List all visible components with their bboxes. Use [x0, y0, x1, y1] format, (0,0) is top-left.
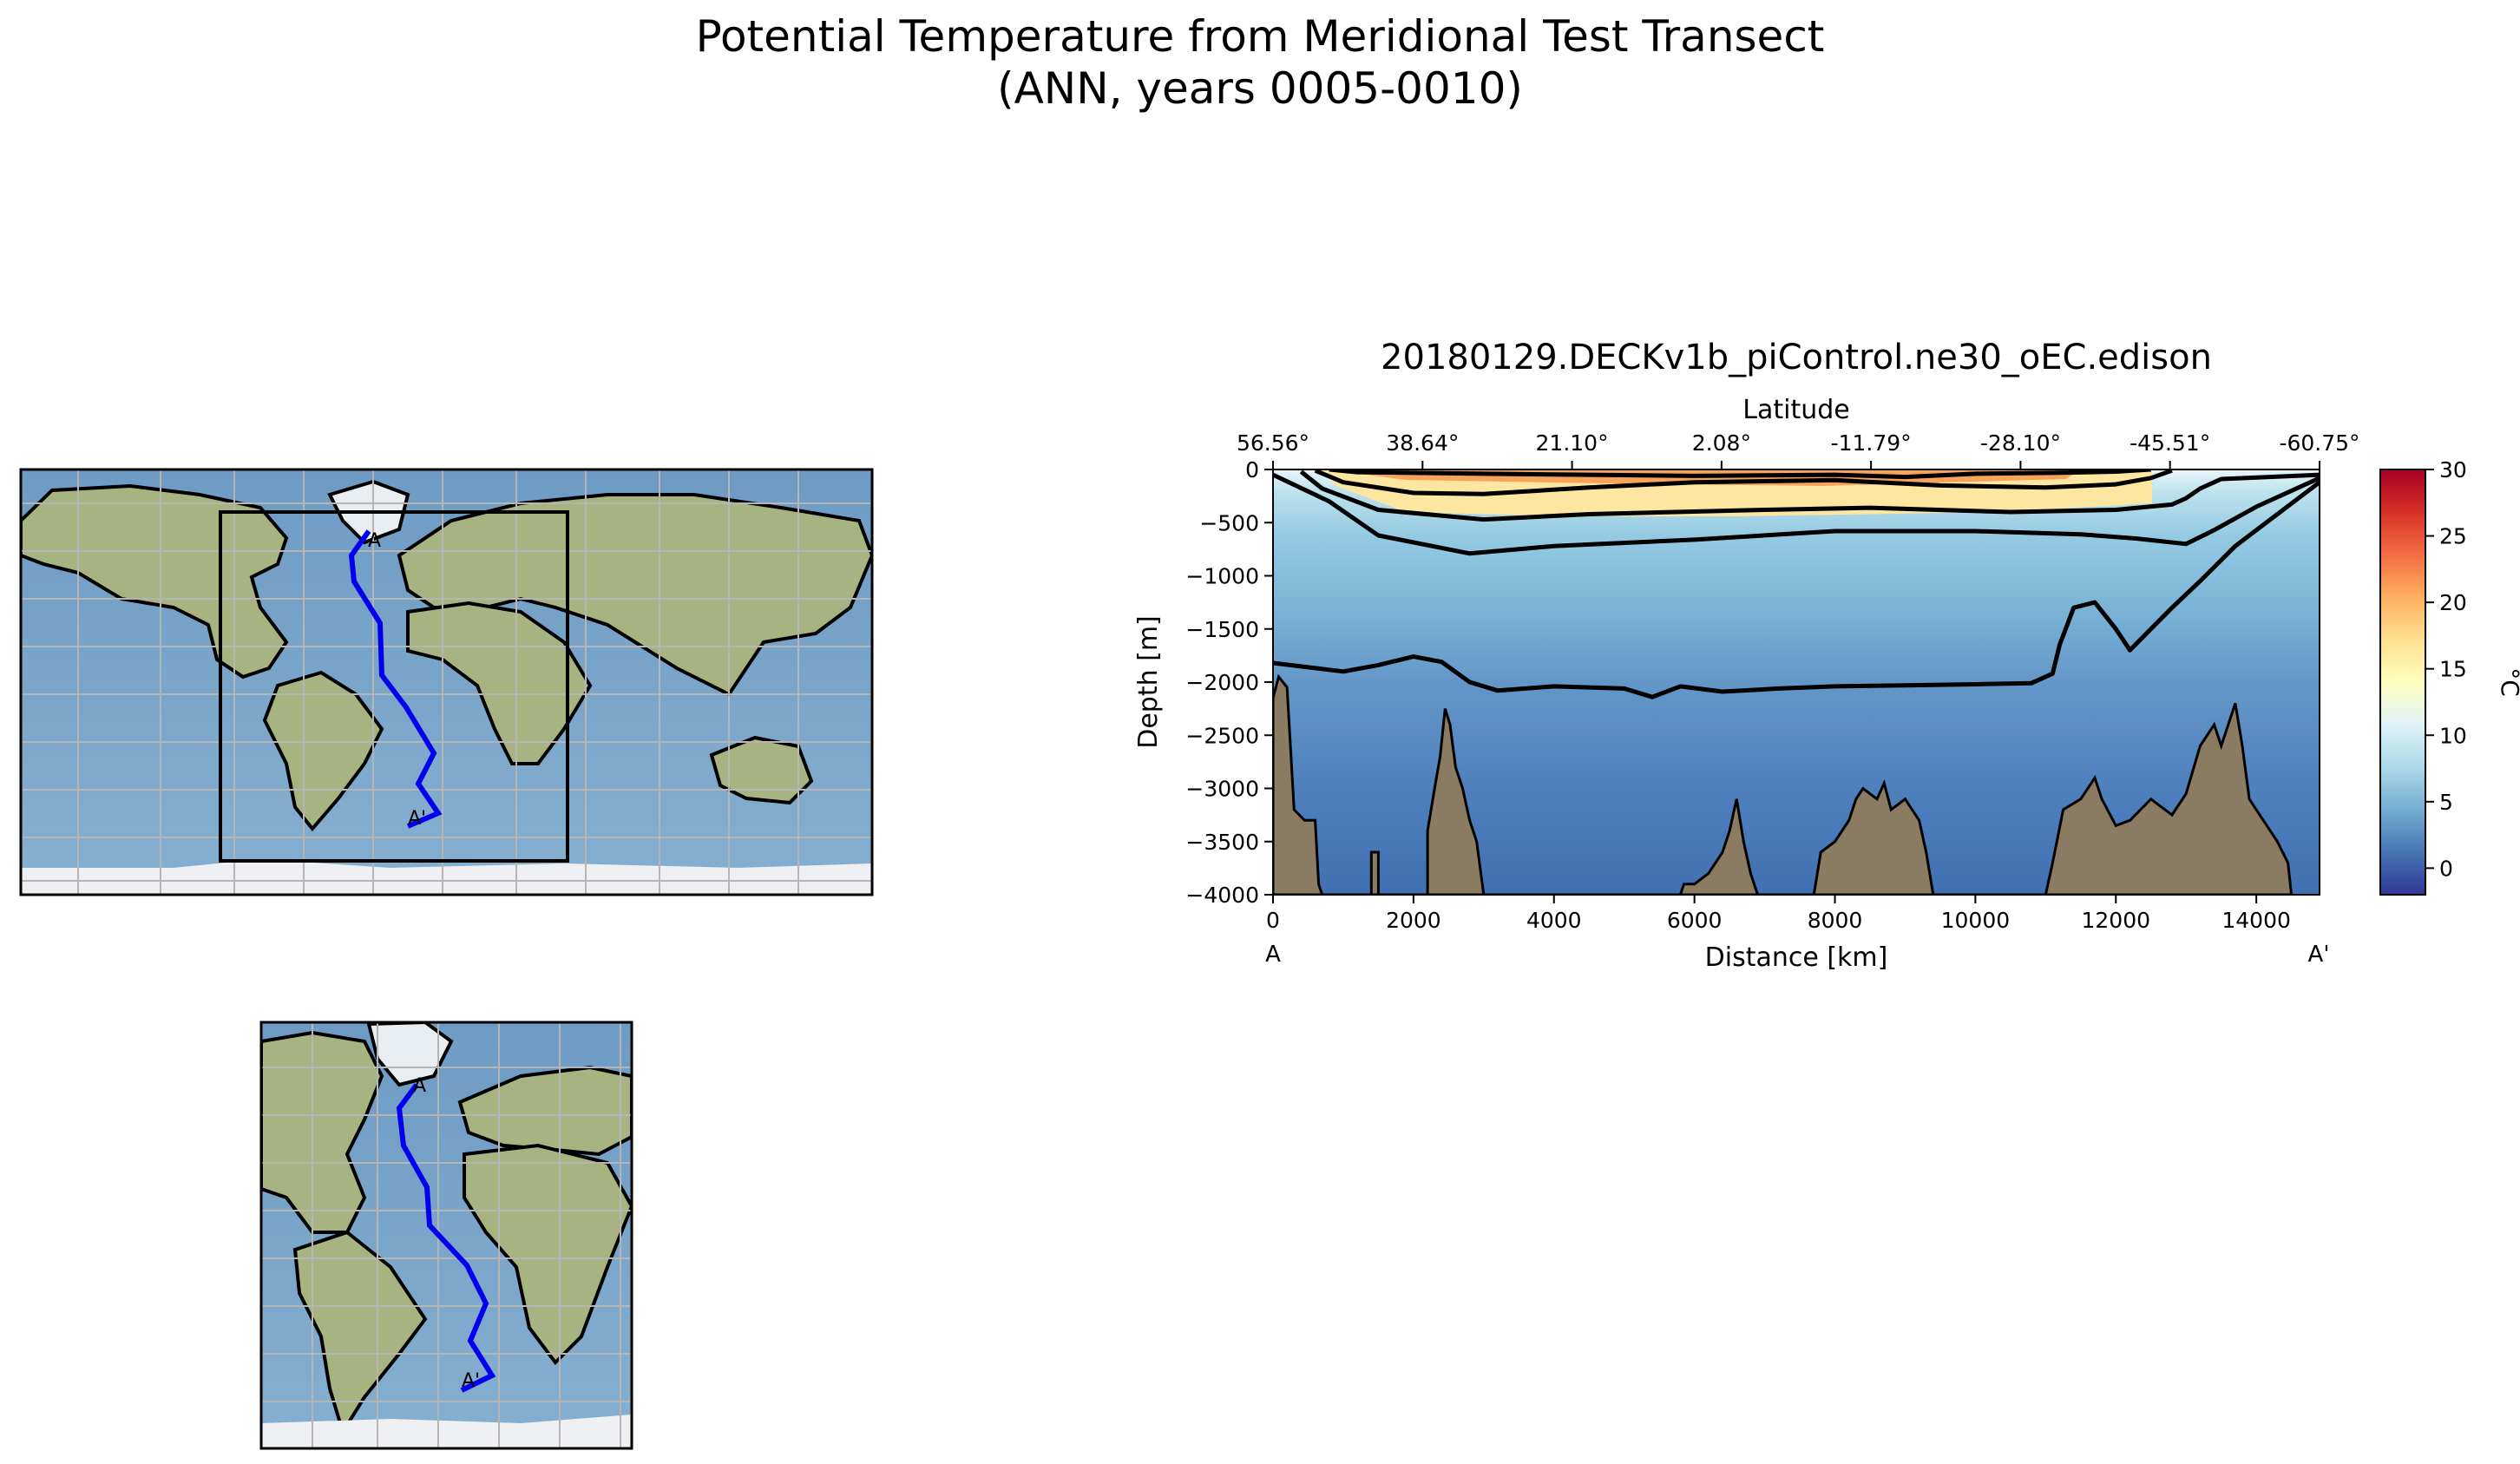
- global-map-frame: [19, 468, 874, 896]
- inset-south-america: [292, 1230, 428, 1436]
- y-tick-label: −2000: [1185, 670, 1259, 695]
- contour-5C: [1273, 472, 2320, 556]
- contour-15C: [1314, 469, 2173, 496]
- x-tick-label: 0: [1266, 908, 1280, 933]
- inset-map: A A': [261, 1022, 632, 1448]
- y-tick-label: −500: [1199, 510, 1259, 535]
- plot-title: 20180129.DECKv1b_piControl.ne30_oEC.edis…: [1381, 338, 2212, 377]
- plot-area: [1273, 469, 2320, 895]
- top-tick-label: 2.08°: [1692, 430, 1751, 456]
- inset-europe: [457, 1065, 632, 1157]
- x-tick-label: 4000: [1526, 908, 1582, 933]
- colorbar-label: °C: [2496, 667, 2520, 697]
- temperature-contours: [1273, 469, 2320, 699]
- x-tick-label: 2000: [1386, 908, 1441, 933]
- top-axis-label: Latitude: [1742, 395, 1849, 425]
- colorbar: [2379, 469, 2426, 896]
- top-tick-label: -11.79°: [1831, 430, 1912, 456]
- x-tick-label: 12000: [2082, 908, 2151, 933]
- top-tick-label: -60.75°: [2279, 430, 2359, 456]
- global-map: A A': [21, 469, 872, 895]
- inset-transect-end-label: A': [462, 1370, 480, 1392]
- inset-continents: [261, 1022, 632, 1448]
- transect-line: [348, 529, 443, 829]
- endpoint-label-start: A: [1265, 942, 1281, 968]
- y-tick-label: 0: [1245, 457, 1259, 483]
- inset-north-america: [261, 1030, 384, 1234]
- y-tick-label: −4000: [1185, 883, 1259, 908]
- x-tick-label: 6000: [1667, 908, 1723, 933]
- transect-end-label: A': [408, 808, 426, 830]
- y-tick-label: −1000: [1185, 564, 1259, 589]
- colorbar-tick-label: 5: [2439, 790, 2453, 815]
- top-tick-label: 21.10°: [1536, 430, 1609, 456]
- x-axis-label: Distance [km]: [1705, 942, 1888, 973]
- inset-antarctica: [261, 1415, 632, 1448]
- top-axis-ticks: 56.56° 38.64° 21.10° 2.08° -11.79° -28.10° -45…: [1237, 430, 2360, 469]
- colorbar-ticks: 0 5 10 15 20 25 30: [2425, 457, 2467, 881]
- figure-title-line-2: (ANN, years 0005-0010): [997, 63, 1523, 114]
- top-tick-label: 38.64°: [1386, 430, 1459, 456]
- top-tick-label: -28.10°: [1980, 430, 2061, 456]
- colorbar-tick-label: 20: [2439, 590, 2467, 615]
- y-axis-ticks: 0 −500 −1000 −1500 −2000 −2500 −3000 −3500 −4000: [1185, 457, 1273, 908]
- contour-20C: [1329, 469, 2151, 480]
- inset-transect-start-label: A: [413, 1075, 426, 1097]
- x-axis-ticks: 0 2000 4000 6000 8000 10000 12000 14000: [1266, 895, 2291, 933]
- endpoint-label-end: A': [2308, 942, 2330, 968]
- x-tick-label: 10000: [1941, 908, 2011, 933]
- x-tick-label: 14000: [2221, 908, 2291, 933]
- inset-gridlines: [261, 1022, 632, 1448]
- colorbar-tick-label: 0: [2439, 856, 2453, 881]
- top-tick-label: 56.56°: [1237, 430, 1309, 456]
- top-tick-label: -45.51°: [2130, 430, 2210, 456]
- y-tick-label: −2500: [1185, 723, 1259, 748]
- contour-3C: [1273, 480, 2320, 699]
- inset-map-frame: [259, 1021, 633, 1450]
- x-tick-label: 8000: [1808, 908, 1863, 933]
- inset-transect-line: [396, 1083, 496, 1393]
- map-gridlines: [21, 469, 872, 895]
- transect-start-label: A: [368, 530, 381, 552]
- y-tick-label: −3000: [1185, 777, 1259, 802]
- australia: [709, 735, 814, 805]
- seafloor-bathymetry: [1273, 673, 2294, 895]
- colorbar-tick-label: 10: [2439, 723, 2467, 748]
- colorbar-tick-label: 25: [2439, 524, 2467, 549]
- y-tick-label: −1500: [1185, 617, 1259, 642]
- figure-title-line-1: Potential Temperature from Meridional Te…: [695, 11, 1825, 62]
- inset-extent-box: [219, 510, 569, 863]
- contour-10C: [1299, 469, 2320, 522]
- colorbar-tick-label: 15: [2439, 657, 2467, 682]
- y-tick-label: −3500: [1185, 830, 1259, 855]
- colorbar-tick-label: 30: [2439, 457, 2467, 483]
- inset-africa: [463, 1143, 632, 1366]
- y-axis-label: Depth [m]: [1133, 615, 1164, 749]
